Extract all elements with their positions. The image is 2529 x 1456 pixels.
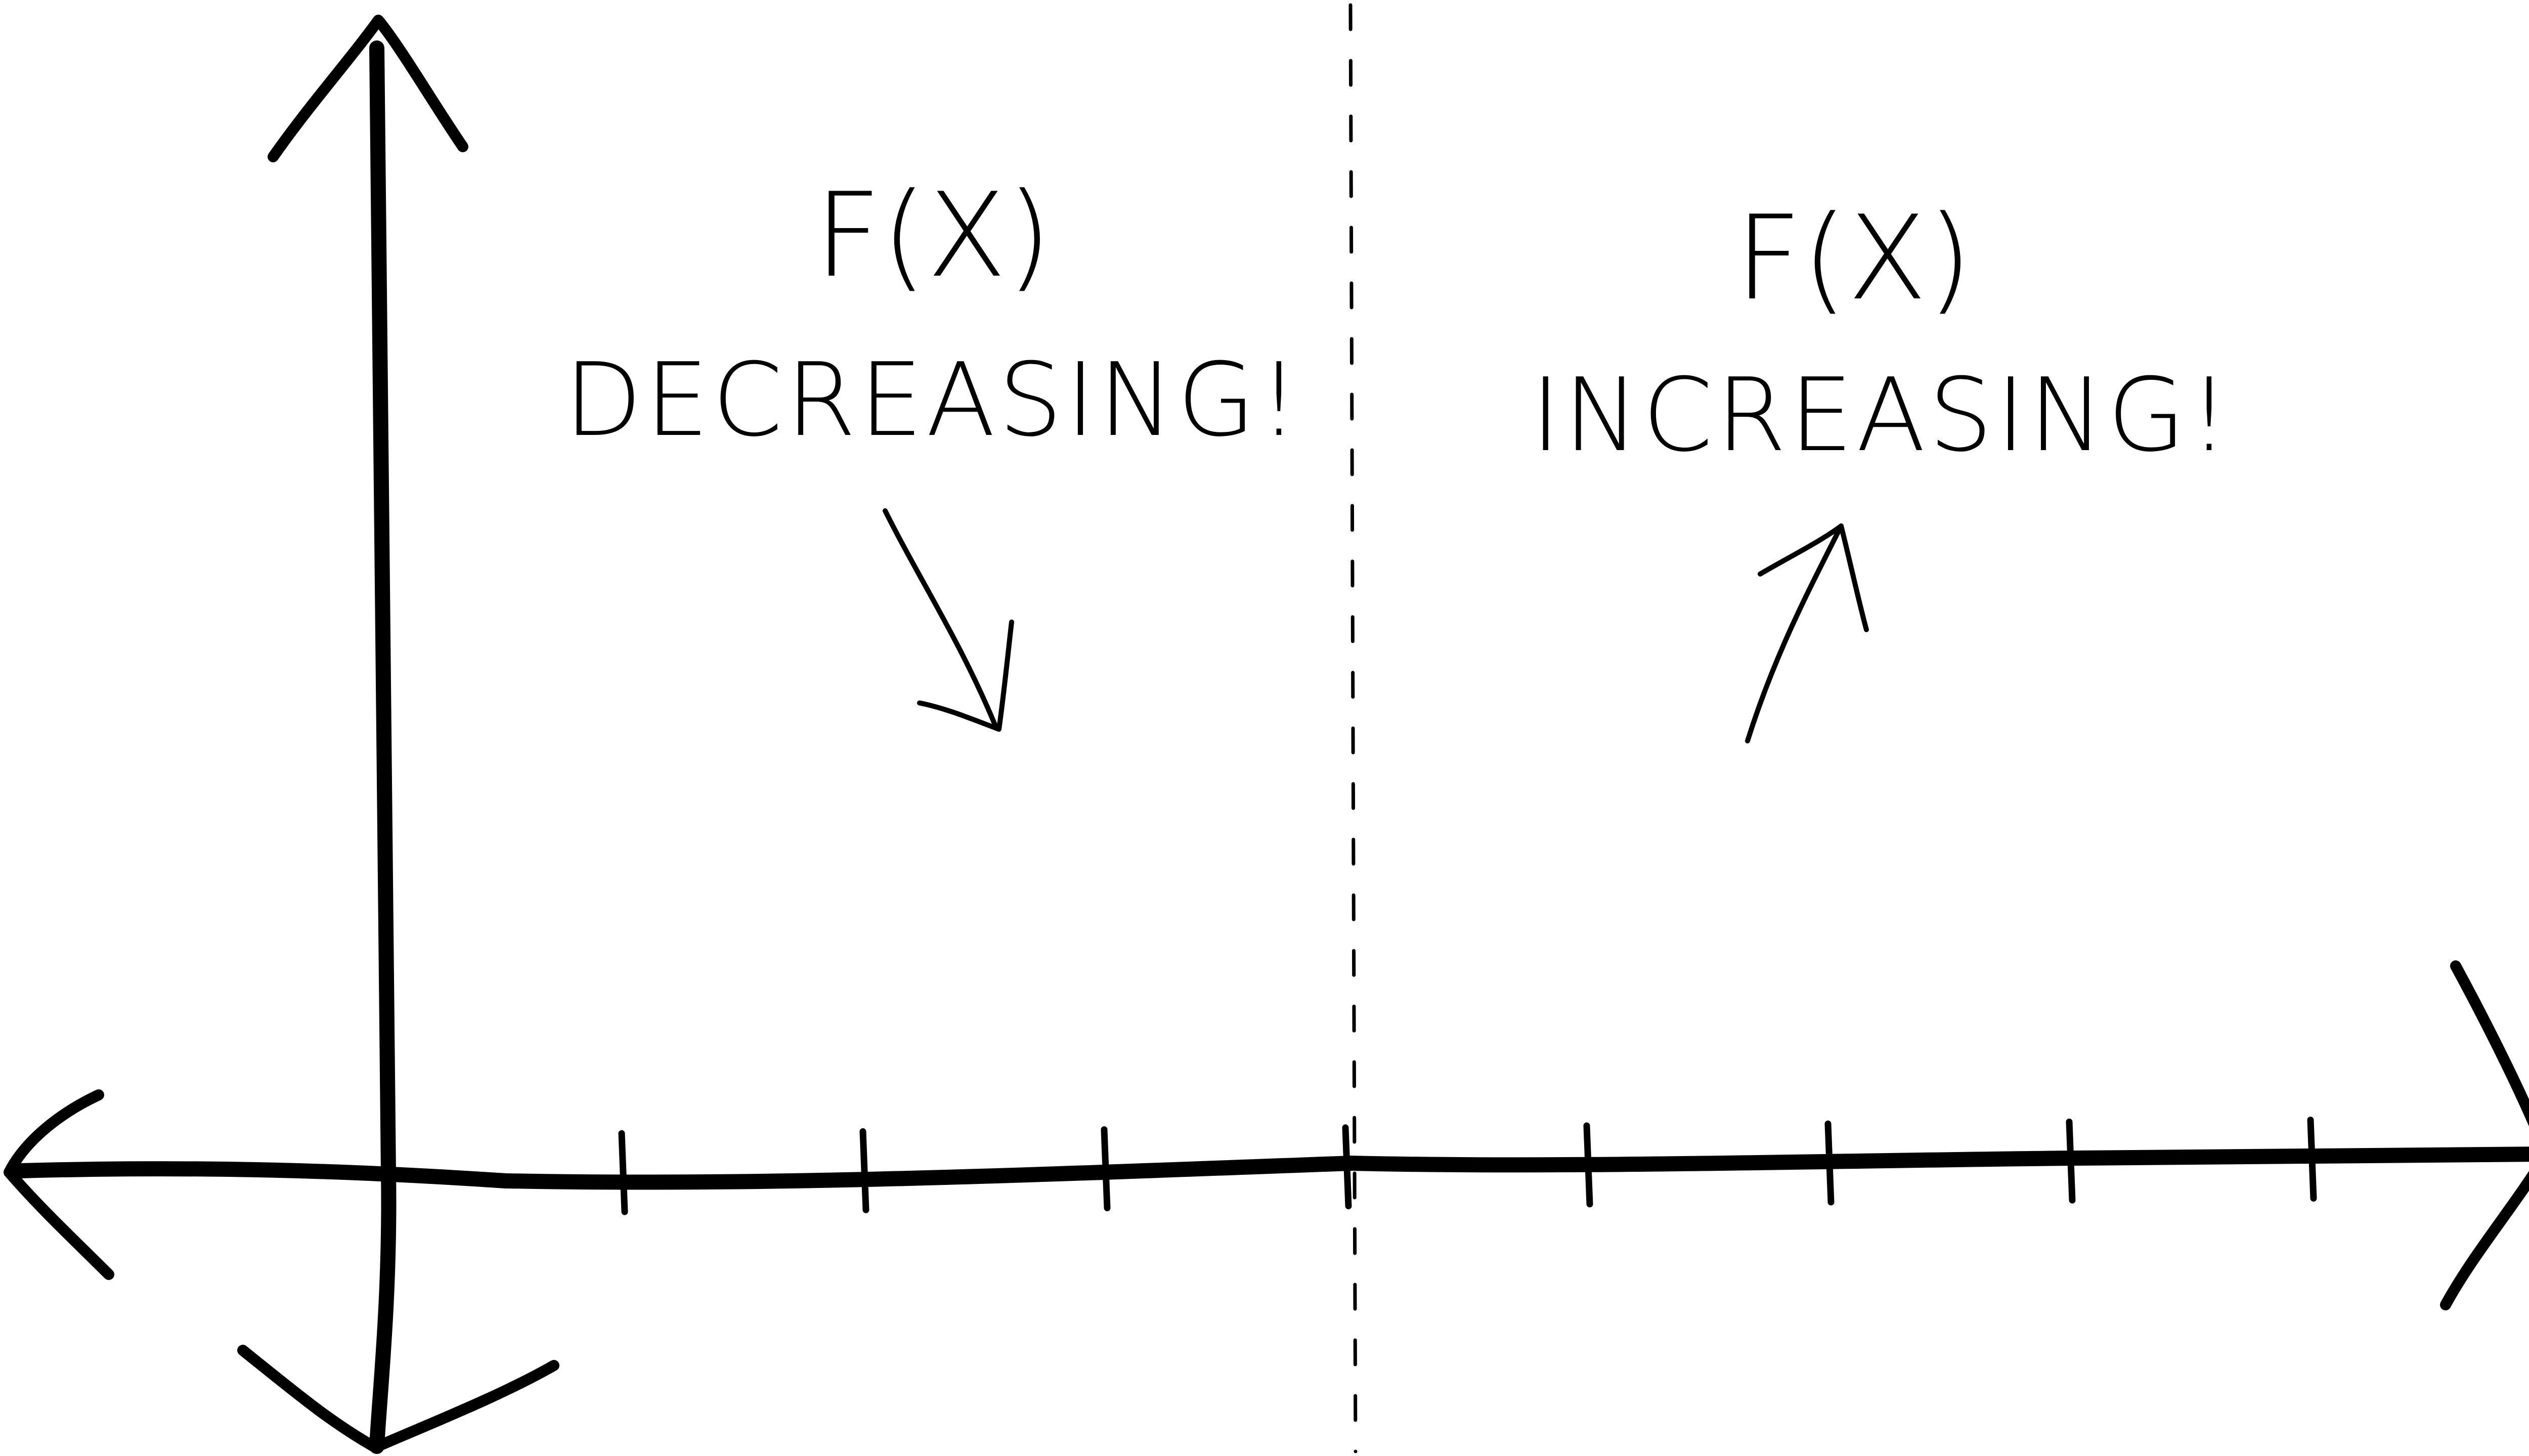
x-axis-tick [1824,1120,1835,1206]
x-axis-tick [2066,1118,2076,1204]
left-label-decreasing: DECREASING! [564,341,1302,459]
x-axis-tick [1583,1122,1593,1208]
dashed-divider-line [1348,3,1358,1453]
increasing-trend-arrow [1745,523,1844,743]
y-axis-down-arrowhead [237,1345,559,1453]
x-axis-tick [1342,1124,1352,1210]
x-axis-tick [618,1130,628,1215]
decreasing-arrowhead [917,620,1014,732]
x-axis-ticks [618,1116,2317,1215]
x-axis-tick [2307,1116,2317,1202]
decreasing-trend-arrow [883,508,999,731]
right-label-function: F(X) [1735,191,1972,326]
x-axis-tick [1101,1126,1111,1212]
x-axis-tick [859,1128,869,1213]
left-label-function: F(X) [814,168,1052,303]
right-label-increasing: INCREASING! [1531,357,2232,474]
x-axis-left-arrowhead [4,1089,114,1280]
y-axis-up-arrowhead [268,15,468,162]
increasing-arrowhead [1758,523,1869,632]
y-axis-line [369,40,397,1454]
x-axis-right-arrowhead [2440,960,2529,1310]
x-axis-line [13,1146,2529,1190]
